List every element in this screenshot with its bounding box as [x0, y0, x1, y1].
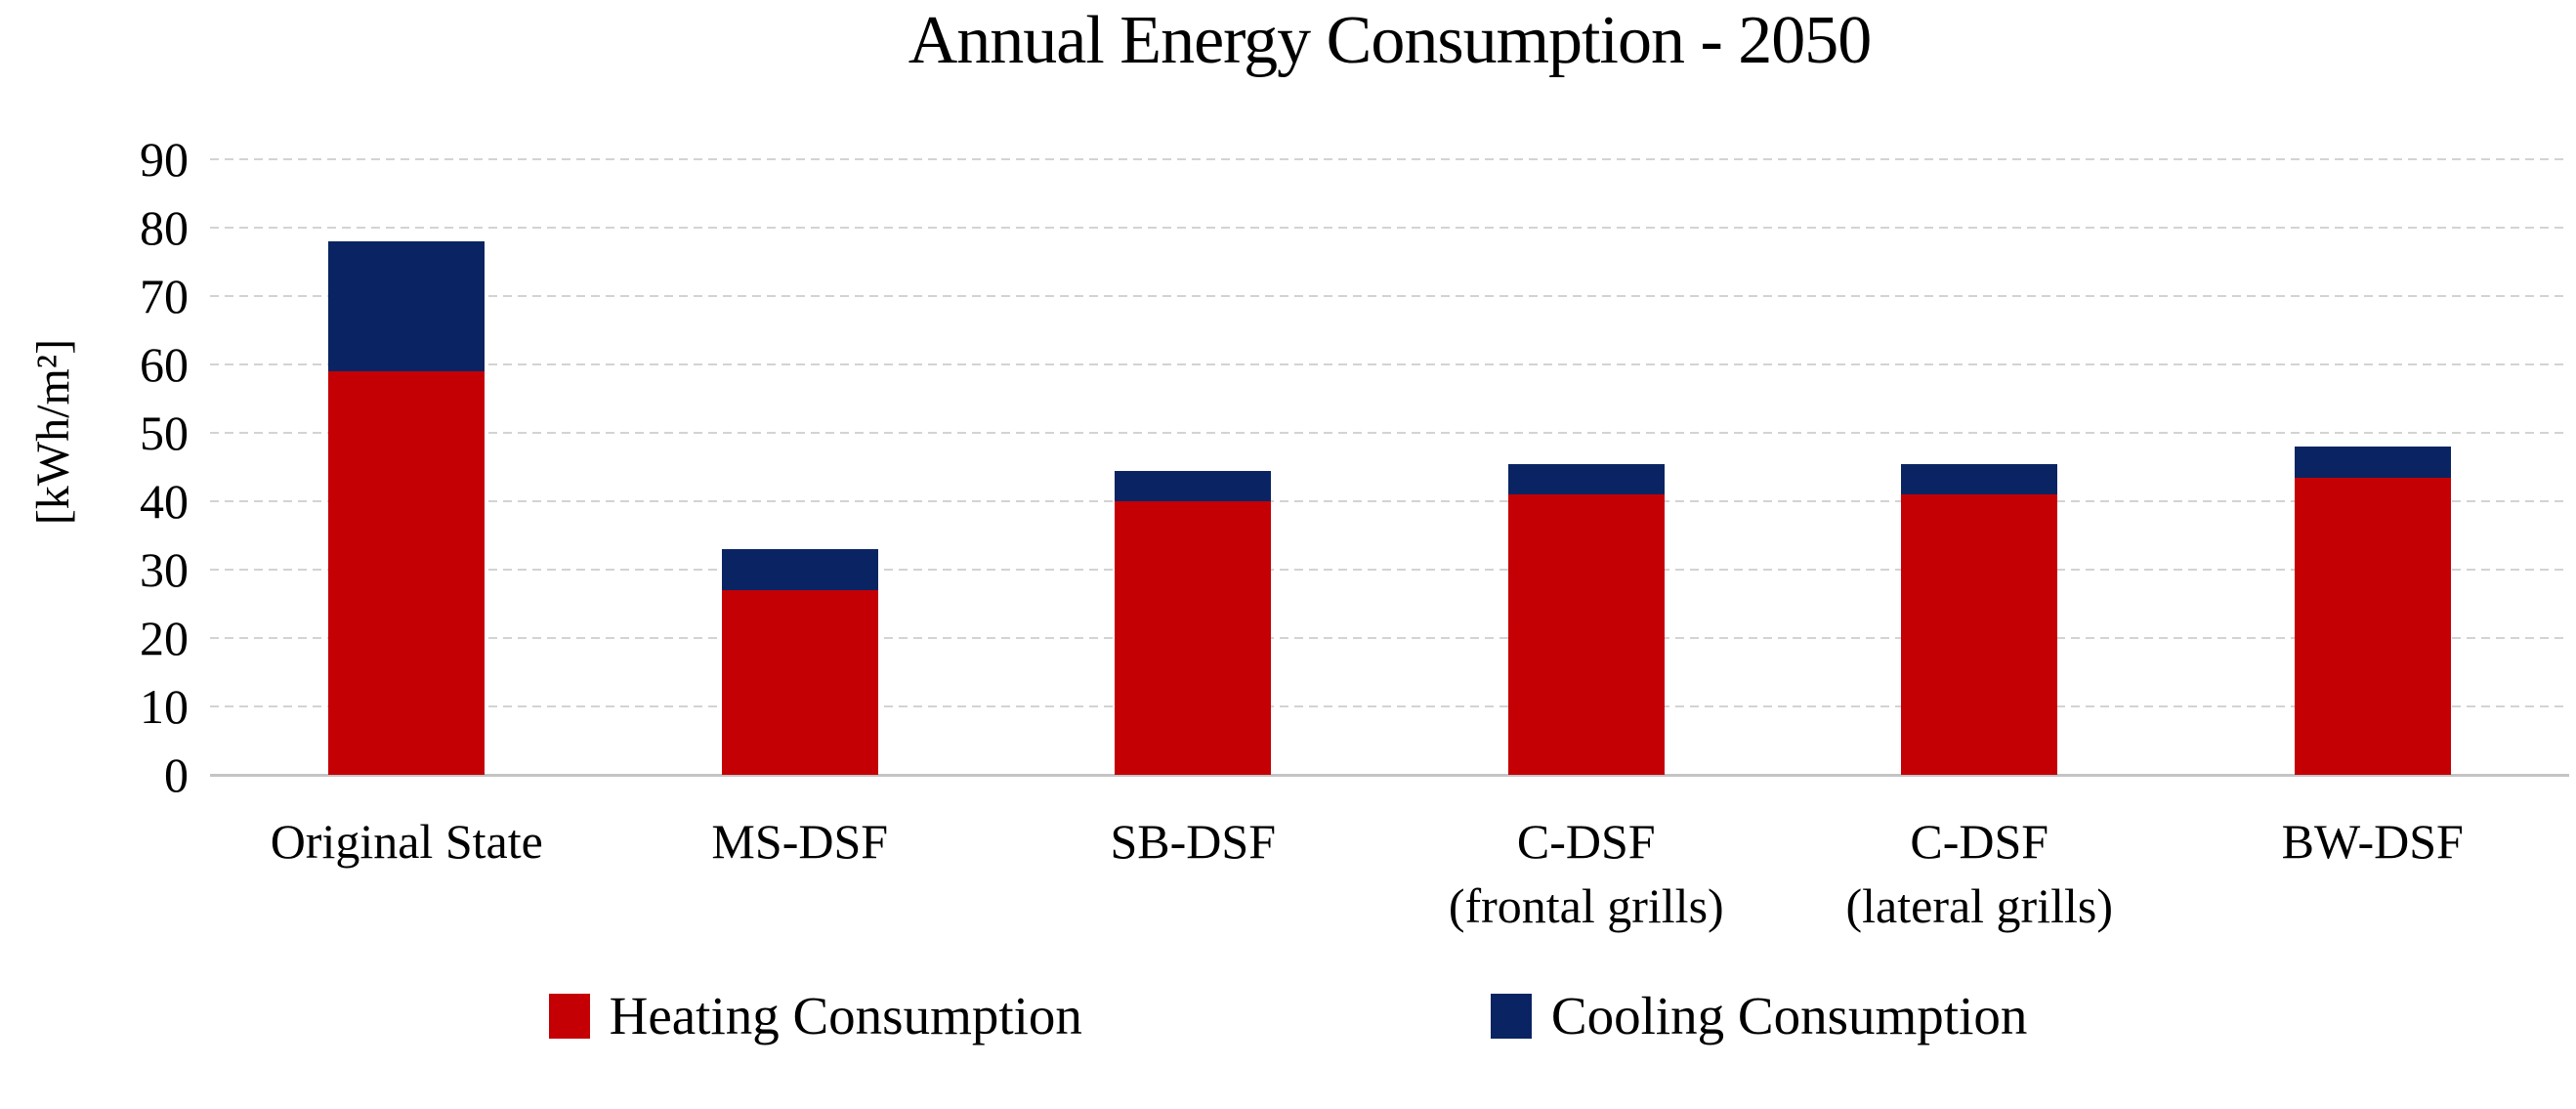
legend-item-cooling: Cooling Consumption — [1490, 985, 2028, 1046]
bar-bw-dsf-heating-consumption — [2294, 477, 2451, 775]
gridline-y-50 — [210, 432, 2569, 434]
gridline-y-40 — [210, 500, 2569, 502]
bar-c-dsf-lateral-grills-heating-consumption — [1901, 494, 2058, 775]
x-axis-line — [210, 774, 2569, 777]
bar-original-state-heating-consumption — [328, 371, 486, 775]
y-tick-label-70: 70 — [140, 269, 189, 323]
gridline-y-60 — [210, 363, 2569, 365]
y-tick-label-80: 80 — [140, 200, 189, 255]
chart-title: Annual Energy Consumption - 2050 — [908, 3, 1873, 78]
x-axis-label-c-dsf-lateral-grills: C-DSF (lateral grills) — [1845, 814, 2114, 933]
legend: Heating Consumption Cooling Consumption — [0, 985, 2576, 1046]
gridline-y-30 — [210, 569, 2569, 571]
bar-original-state-cooling-consumption — [328, 241, 486, 371]
x-axis-label-bw-dsf: BW-DSF — [2281, 814, 2464, 869]
gridline-y-20 — [210, 637, 2569, 639]
legend-label-cooling: Cooling Consumption — [1550, 986, 2028, 1045]
y-tick-label-50: 50 — [140, 405, 189, 460]
gridline-y-10 — [210, 705, 2569, 707]
y-tick-label-30: 30 — [140, 542, 189, 597]
gridline-y-90 — [210, 158, 2569, 160]
bar-c-dsf-frontal-grills-heating-consumption — [1507, 494, 1665, 775]
legend-swatch-cooling-icon — [1490, 993, 1532, 1039]
legend-swatch-heating-icon — [548, 993, 590, 1039]
y-tick-label-10: 10 — [140, 679, 189, 734]
bar-sb-dsf-cooling-consumption — [1115, 470, 1272, 501]
y-tick-label-90: 90 — [140, 132, 189, 187]
x-axis-label-original-state: Original State — [270, 814, 543, 869]
y-tick-label-0: 0 — [164, 747, 189, 802]
gridline-y-80 — [210, 227, 2569, 229]
x-axis-label-c-dsf-frontal-grills: C-DSF (frontal grills) — [1448, 814, 1724, 933]
bar-c-dsf-lateral-grills-cooling-consumption — [1901, 463, 2058, 494]
y-tick-label-40: 40 — [140, 474, 189, 529]
bar-bw-dsf-cooling-consumption — [2294, 447, 2451, 478]
x-axis-label-ms-dsf: MS-DSF — [711, 814, 889, 869]
legend-label-heating: Heating Consumption — [609, 986, 1082, 1045]
y-tick-label-20: 20 — [140, 611, 189, 665]
legend-item-heating: Heating Consumption — [548, 985, 1082, 1046]
bar-c-dsf-frontal-grills-cooling-consumption — [1507, 463, 1665, 494]
y-tick-label-60: 60 — [140, 337, 189, 392]
bar-ms-dsf-heating-consumption — [721, 590, 878, 775]
x-axis-label-sb-dsf: SB-DSF — [1110, 814, 1277, 869]
gridline-y-70 — [210, 295, 2569, 297]
bar-ms-dsf-cooling-consumption — [721, 549, 878, 590]
bar-sb-dsf-heating-consumption — [1115, 501, 1272, 775]
